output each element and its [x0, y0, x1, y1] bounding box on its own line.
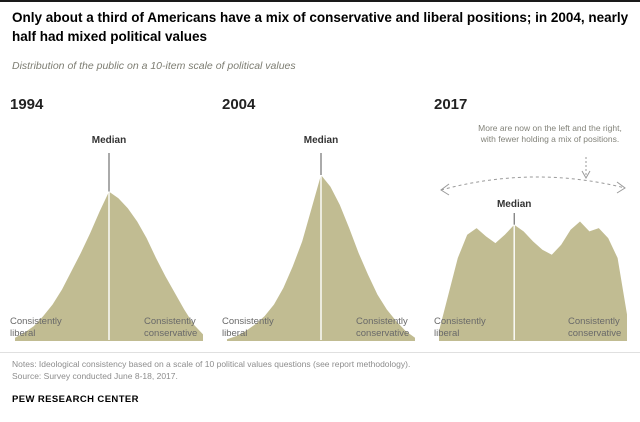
- chart-area-1994: Median Consistently liberal Consistently…: [10, 129, 208, 343]
- median-label: Median: [496, 199, 532, 210]
- axis-label-liberal: Consistently liberal: [10, 316, 62, 339]
- year-label-2017: 2017: [434, 96, 468, 113]
- area-chart-2017: [439, 157, 627, 341]
- median-label: Median: [91, 135, 127, 146]
- page-title: Only about a third of Americans have a m…: [12, 10, 629, 44]
- year-label-1994: 1994: [10, 96, 44, 113]
- source-text: Source: Survey conducted June 8-18, 2017…: [12, 371, 178, 382]
- axis-label-conservative: Consistently conservative: [144, 316, 198, 339]
- axis-label-conservative: Consistently conservative: [568, 316, 622, 339]
- panel-2017: 2017 More are now on the left and the ri…: [434, 96, 632, 343]
- annotation-text: More are now on the left and the right, …: [478, 123, 622, 145]
- panel-2004: 2004 Median Consistently liberal Consist…: [222, 96, 420, 343]
- area-chart-1994: [15, 153, 203, 341]
- notes-text: Notes: Ideological consistency based on …: [12, 359, 411, 369]
- area-chart-2004: [227, 153, 415, 341]
- axis-label-conservative: Consistently conservative: [356, 316, 410, 339]
- top-rule: [0, 0, 640, 2]
- panel-1994: 1994 Median Consistently liberal Consist…: [10, 96, 208, 343]
- chart-area-2017: More are now on the left and the right, …: [434, 123, 632, 343]
- brand-label: PEW RESEARCH CENTER: [12, 393, 139, 405]
- page-subtitle: Distribution of the public on a 10-item …: [12, 60, 296, 72]
- axis-label-liberal: Consistently liberal: [434, 316, 486, 339]
- chart-area-2004: Median Consistently liberal Consistently…: [222, 129, 420, 343]
- charts-row: 1994 Median Consistently liberal Consist…: [10, 96, 632, 343]
- year-label-2004: 2004: [222, 96, 256, 113]
- footer: Notes: Ideological consistency based on …: [0, 352, 640, 405]
- axis-label-liberal: Consistently liberal: [222, 316, 274, 339]
- median-label: Median: [303, 135, 339, 146]
